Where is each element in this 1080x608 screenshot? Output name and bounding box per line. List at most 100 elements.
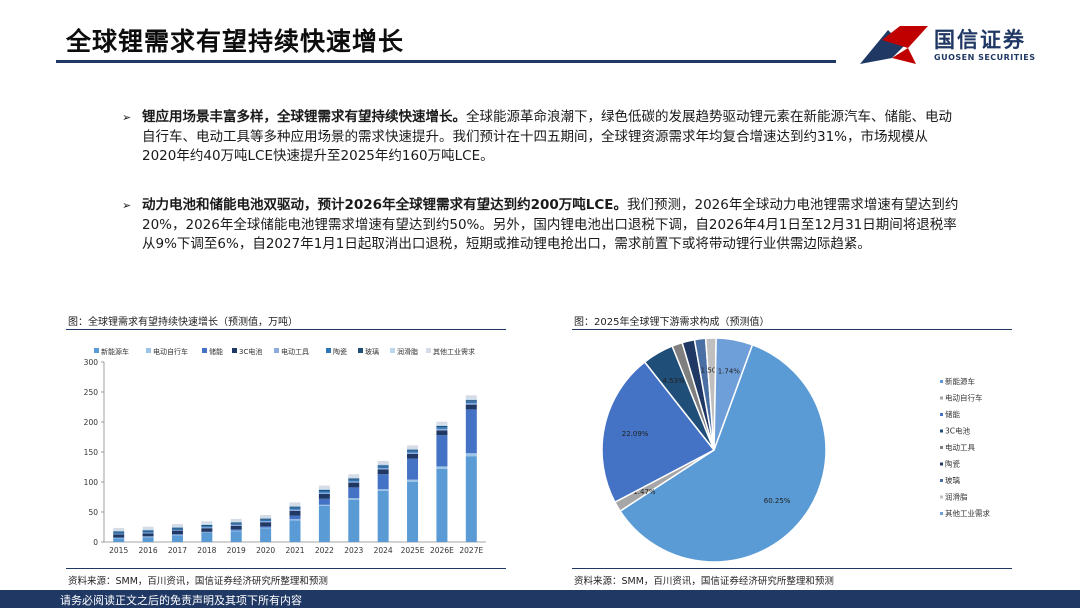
bullet-2: ➢ 动力电池和储能电池双驱动，预计2026年全球锂需求有望达到约200万吨LCE… [122, 196, 962, 255]
bar-segment [436, 435, 448, 467]
bar-segment [230, 524, 242, 526]
x-tick-label: 2020 [256, 546, 275, 555]
x-tick-label: 2017 [168, 546, 187, 555]
legend-label: 润滑脂 [397, 347, 418, 356]
bar-segment [407, 448, 419, 450]
y-tick-label: 300 [84, 358, 99, 367]
legend-label: 新能源车 [945, 376, 975, 386]
legend-swatch [940, 396, 943, 400]
bar-segment [171, 534, 183, 535]
bar-segment [436, 466, 448, 469]
arrow-bullet-icon: ➢ [122, 111, 132, 124]
bar-segment [318, 492, 330, 494]
bar-segment [436, 425, 448, 428]
bar-segment [113, 530, 125, 532]
pie-chart-title-rule [572, 329, 1012, 330]
bar-segment [318, 494, 330, 499]
legend-label: 陶瓷 [333, 347, 347, 356]
legend-swatch [426, 348, 431, 353]
bar-segment [171, 528, 183, 530]
y-tick-label: 50 [88, 508, 98, 517]
bar-segment [260, 526, 272, 528]
bar-segment [318, 489, 330, 491]
legend-label: 陶瓷 [945, 459, 960, 469]
legend-label: 新能源车 [101, 347, 129, 356]
bar-segment [289, 515, 301, 520]
bar-segment [260, 521, 272, 523]
bar-segment [289, 507, 301, 510]
page-title: 全球锂需求有望持续快速增长 [66, 27, 405, 56]
bar-segment [171, 526, 183, 528]
pie-chart-bottom-rule [572, 568, 1012, 569]
legend-swatch [940, 446, 943, 449]
bar-segment [230, 529, 242, 531]
pie-data-label: 1.50% [701, 366, 724, 374]
legend-label: 玻璃 [945, 475, 960, 485]
bar-segment [377, 465, 389, 467]
bar-chart-bottom-rule [66, 568, 506, 569]
bar-segment [201, 533, 213, 542]
bar-segment [171, 535, 183, 542]
bar-segment [407, 482, 419, 542]
bar-segment [318, 491, 330, 493]
bullet-1: ➢ 锂应用场景丰富多样，全球锂需求有望持续快速增长。全球能源革命浪潮下，绿色低碳… [122, 108, 962, 167]
bar-segment [436, 424, 448, 426]
bar-segment [377, 461, 389, 464]
bar-chart-title-rule [66, 329, 506, 330]
bar-segment [377, 491, 389, 542]
bar-segment [407, 445, 419, 449]
bar-segment [377, 489, 389, 491]
bar-segment [348, 474, 360, 478]
bullet-2-heading: 动力电池和储能电池双驱动，预计2026年全球锂需求有望达到约200万吨LCE。 [142, 197, 627, 213]
pie-slice [619, 343, 827, 563]
brand-logo: 国信证券 GUOSEN SECURITIES [858, 22, 1058, 70]
bar-segment [230, 521, 242, 523]
bar-segment [377, 469, 389, 475]
bar-segment [407, 453, 419, 459]
logo-text: 国信证券 [934, 28, 1026, 52]
bar-segment [260, 519, 272, 521]
legend-swatch [940, 479, 943, 482]
pie-data-label: 1.47% [633, 488, 656, 496]
bar-segment [260, 517, 272, 519]
bar-segment [465, 453, 477, 457]
bar-segment [318, 485, 330, 489]
bar-segment [201, 527, 213, 529]
legend-swatch [274, 348, 279, 353]
bar-segment [407, 452, 419, 454]
legend-label: 3C电池 [945, 426, 971, 436]
bar-segment [113, 534, 125, 538]
bar-segment [260, 528, 272, 542]
bar-segment [465, 409, 477, 454]
legend-swatch [202, 348, 207, 353]
x-tick-label: 2025E [401, 546, 425, 555]
legend-label: 其他工业需求 [945, 508, 990, 518]
bar-segment [348, 478, 360, 480]
legend-label: 储能 [209, 347, 223, 356]
bar-segment [171, 527, 183, 529]
legend-label: 其他工业需求 [433, 347, 475, 356]
legend-label: 电动自行车 [945, 393, 983, 403]
bar-segment [436, 468, 448, 542]
legend-label: 润滑脂 [945, 492, 968, 502]
legend-swatch [94, 348, 99, 353]
y-tick-label: 200 [84, 418, 99, 427]
bar-segment [289, 510, 301, 516]
bar-segment [230, 518, 242, 522]
x-tick-label: 2019 [227, 546, 246, 555]
bar-segment [201, 532, 213, 533]
pie-slice [601, 360, 716, 504]
stacked-bar-chart: 新能源车 电动自行车 储能 3C电池 电动工具 陶瓷 玻璃 润滑脂 其他工业需求 0 50 100 15… [84, 347, 486, 555]
bar-segment [113, 532, 125, 534]
y-tick-label: 100 [84, 478, 99, 487]
footer-bar: 请务必阅读正文之后的免责声明及其项下所有内容 [0, 590, 1080, 608]
bar-segment [201, 521, 213, 524]
title-divider [56, 60, 836, 63]
legend-swatch [940, 380, 943, 383]
bar-segment [289, 505, 301, 507]
logo-subtitle: GUOSEN SECURITIES [934, 53, 1036, 62]
legend-label: 电动工具 [281, 347, 309, 356]
bar-segment [465, 395, 477, 399]
legend-label: 电动自行车 [153, 347, 188, 356]
bar-segment [465, 400, 477, 402]
